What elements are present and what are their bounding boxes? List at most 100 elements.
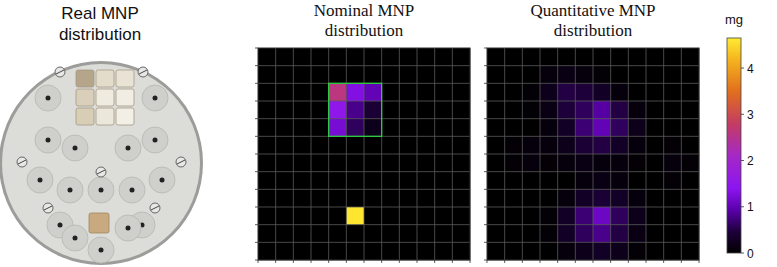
grid-line bbox=[487, 171, 699, 172]
heatmap-cell bbox=[505, 242, 523, 260]
heatmap-cell bbox=[329, 242, 347, 260]
heatmap-cell bbox=[452, 189, 470, 207]
well-hole bbox=[58, 223, 63, 228]
screw bbox=[176, 157, 186, 167]
heatmap-cell bbox=[505, 83, 523, 101]
heatmap-cell bbox=[382, 172, 400, 190]
heatmap-cell bbox=[522, 101, 540, 119]
heatmap-cell bbox=[540, 66, 558, 84]
heatmap-cell bbox=[681, 207, 699, 225]
heatmap-cell bbox=[611, 101, 629, 119]
heatmap-cell bbox=[575, 119, 593, 137]
plot-background bbox=[487, 48, 699, 260]
heatmap-cell bbox=[681, 154, 699, 172]
heatmap-cell bbox=[329, 189, 347, 207]
heatmap-cell bbox=[258, 242, 276, 260]
heatmap-cell bbox=[522, 189, 540, 207]
well-hole bbox=[130, 188, 135, 193]
heatmap-cell bbox=[522, 66, 540, 84]
heatmap-cell bbox=[505, 66, 523, 84]
heatmap-cell bbox=[435, 189, 453, 207]
well-hole bbox=[99, 248, 104, 253]
heatmap-cell bbox=[276, 83, 294, 101]
colorbar bbox=[727, 38, 741, 253]
heatmap-cell bbox=[558, 154, 576, 172]
heatmap-cell bbox=[417, 101, 435, 119]
heatmap-cell bbox=[681, 242, 699, 260]
well bbox=[115, 215, 141, 241]
heatmap-cell bbox=[611, 225, 629, 243]
heatmap-cell bbox=[276, 119, 294, 137]
mnp-cube bbox=[76, 89, 94, 106]
heatmap-cell bbox=[417, 242, 435, 260]
heatmap-cell bbox=[258, 101, 276, 119]
heatmap-cell bbox=[435, 207, 453, 225]
heatmap-cell bbox=[399, 207, 417, 225]
heatmap-cell bbox=[522, 154, 540, 172]
heatmap-cell bbox=[364, 101, 382, 119]
colorbar-tick-label: 4 bbox=[747, 62, 754, 76]
heatmap-cell bbox=[487, 48, 505, 66]
colorbar-tick-label: 0 bbox=[747, 247, 754, 261]
heatmap-cell bbox=[575, 136, 593, 154]
colorbar-tick-label: 3 bbox=[747, 108, 754, 122]
heatmap-cell bbox=[258, 207, 276, 225]
heatmap-cell bbox=[399, 242, 417, 260]
heatmap-cell bbox=[646, 242, 664, 260]
heatmap-cell bbox=[258, 66, 276, 84]
well bbox=[35, 85, 61, 111]
heatmap-cell bbox=[487, 242, 505, 260]
heatmap-title-line: Nominal MNP bbox=[314, 1, 415, 20]
heatmap-cell bbox=[382, 101, 400, 119]
heatmap-cell bbox=[628, 172, 646, 190]
heatmap-cell bbox=[522, 172, 540, 190]
heatmap-cell bbox=[346, 189, 364, 207]
grid-line bbox=[258, 171, 470, 172]
heatmap-cell bbox=[329, 83, 347, 101]
heatmap-cell bbox=[611, 242, 629, 260]
heatmap-cell bbox=[628, 66, 646, 84]
heatmap-cell bbox=[628, 119, 646, 137]
heatmap-cell bbox=[452, 172, 470, 190]
heatmap-cell bbox=[487, 136, 505, 154]
heatmap-title-line: distribution bbox=[554, 21, 633, 40]
heatmap-cell bbox=[293, 101, 311, 119]
heatmap-cell bbox=[628, 189, 646, 207]
heatmap-cell bbox=[417, 154, 435, 172]
well bbox=[142, 85, 168, 111]
heatmap-cell bbox=[487, 119, 505, 137]
heatmap-cell bbox=[329, 66, 347, 84]
heatmap-cell bbox=[417, 119, 435, 137]
heatmap-cell bbox=[399, 154, 417, 172]
heatmap-cell bbox=[646, 189, 664, 207]
grid-line bbox=[487, 207, 699, 208]
heatmap-cell bbox=[382, 136, 400, 154]
heatmap-cell bbox=[435, 154, 453, 172]
heatmap-cell bbox=[382, 154, 400, 172]
heatmap-cell bbox=[664, 101, 682, 119]
heatmap-cell bbox=[258, 172, 276, 190]
heatmap-cell bbox=[558, 119, 576, 137]
heatmap-cell bbox=[646, 154, 664, 172]
heatmap-cell bbox=[540, 154, 558, 172]
plot-background bbox=[258, 48, 470, 260]
heatmap-cell bbox=[681, 136, 699, 154]
heatmap-cell bbox=[646, 225, 664, 243]
well-hole bbox=[126, 226, 131, 231]
heatmap-cell bbox=[593, 101, 611, 119]
heatmap-cell bbox=[258, 119, 276, 137]
mnp-cube bbox=[116, 70, 134, 87]
heatmap-cell bbox=[628, 136, 646, 154]
heatmap-cell bbox=[505, 225, 523, 243]
grid-line bbox=[258, 242, 470, 243]
heatmap-cell bbox=[346, 66, 364, 84]
grid-line bbox=[487, 65, 699, 66]
heatmap-cell bbox=[382, 83, 400, 101]
well bbox=[142, 127, 168, 153]
heatmap-cell bbox=[558, 207, 576, 225]
heatmap-cell bbox=[417, 172, 435, 190]
heatmap-cell bbox=[487, 172, 505, 190]
heatmap-cell bbox=[329, 48, 347, 66]
heatmap-cell bbox=[311, 83, 329, 101]
phantom-body bbox=[2, 64, 200, 262]
